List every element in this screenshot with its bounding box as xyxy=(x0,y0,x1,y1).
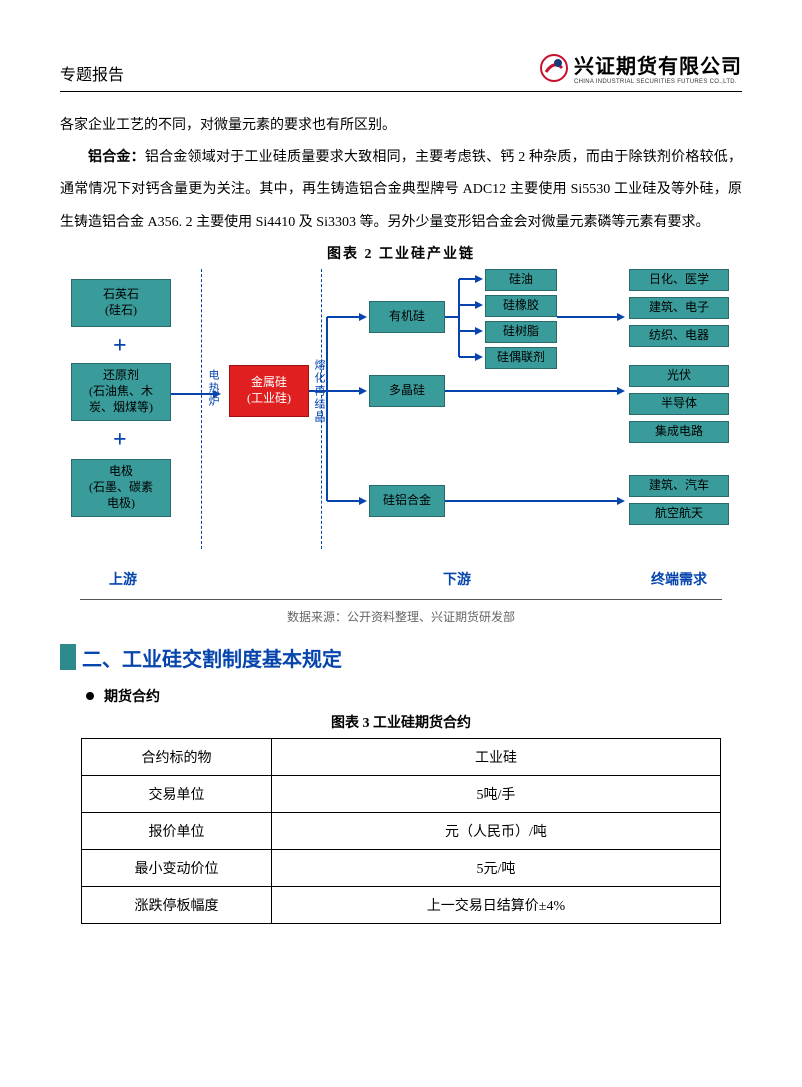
company-logo: 兴证期货有限公司 CHINA INDUSTRIAL SECURITIES FUT… xyxy=(540,50,742,85)
node-electrode: 电极 (石墨、碳素 电极) xyxy=(71,459,171,517)
table-cell: 上一交易日结算价±4% xyxy=(272,886,721,923)
table-cell: 元（人民币）/吨 xyxy=(272,812,721,849)
figure-2-source: 数据来源：公开资料整理、兴证期货研发部 xyxy=(80,599,722,625)
figure-2-title: 图表 2 工业硅产业链 xyxy=(60,243,742,263)
table-row: 交易单位5吨/手 xyxy=(82,775,721,812)
label-upstream: 上游 xyxy=(109,569,137,589)
divider-1 xyxy=(201,269,202,549)
arrow-poly-end xyxy=(445,385,627,405)
node-reductant: 还原剂 (石油焦、木 炭、烟煤等) xyxy=(71,363,171,421)
table-cell: 合约标的物 xyxy=(82,738,272,775)
vlabel-furnace: 电热炉 xyxy=(205,369,221,408)
node-si-al-alloy: 硅铝合金 xyxy=(369,485,445,517)
node-si-rubber: 硅橡胶 xyxy=(485,295,557,317)
table-row: 合约标的物工业硅 xyxy=(82,738,721,775)
body-text: 各家企业工艺的不同，对微量元素的要求也有所区别。 铝合金：铝合金领域对于工业硅质… xyxy=(60,110,742,239)
plus-icon-2: + xyxy=(113,427,127,454)
figure-3-title: 图表 3 工业硅期货合约 xyxy=(60,712,742,732)
node-metal-silicon: 金属硅 (工业硅) xyxy=(229,365,309,417)
table-row: 报价单位元（人民币）/吨 xyxy=(82,812,721,849)
para-1: 各家企业工艺的不同，对微量元素的要求也有所区别。 xyxy=(60,110,742,142)
table-cell: 交易单位 xyxy=(82,775,272,812)
report-type-label: 专题报告 xyxy=(60,61,124,85)
industry-chain-flowchart: 石英石 (硅石) + 还原剂 (石油焦、木 炭、烟煤等) + 电极 (石墨、碳素… xyxy=(61,269,741,589)
node-polysilicon: 多晶硅 xyxy=(369,375,445,407)
node-si-coupling: 硅偶联剂 xyxy=(485,347,557,369)
node-end-daily-med: 日化、医学 xyxy=(629,269,729,291)
bullet-dot-icon xyxy=(86,692,94,700)
node-end-aero: 航空航天 xyxy=(629,503,729,525)
section-bar-icon xyxy=(60,644,76,670)
bullet-contract: 期货合约 xyxy=(86,686,742,706)
table-cell: 最小变动价位 xyxy=(82,849,272,886)
arrow-organic-end xyxy=(557,309,627,329)
section-2-heading: 二、工业硅交割制度基本规定 xyxy=(82,643,342,672)
node-end-build-elec: 建筑、电子 xyxy=(629,297,729,319)
table-row: 最小变动价位5元/吨 xyxy=(82,849,721,886)
node-end-pv: 光伏 xyxy=(629,365,729,387)
logo-name-zh: 兴证期货有限公司 xyxy=(574,50,742,79)
table-cell: 报价单位 xyxy=(82,812,272,849)
node-quartz: 石英石 (硅石) xyxy=(71,279,171,327)
page-header: 专题报告 兴证期货有限公司 CHINA INDUSTRIAL SECURITIE… xyxy=(60,50,742,92)
table-cell: 工业硅 xyxy=(272,738,721,775)
bullet-contract-label: 期货合约 xyxy=(104,686,160,706)
arrow-alloy-end xyxy=(445,495,627,515)
section-2-heading-row: 二、工业硅交割制度基本规定 xyxy=(60,643,742,672)
table-row: 涨跌停板幅度上一交易日结算价±4% xyxy=(82,886,721,923)
node-end-semi: 半导体 xyxy=(629,393,729,415)
label-downstream: 下游 xyxy=(443,569,471,589)
logo-name-en: CHINA INDUSTRIAL SECURITIES FUTURES CO.,… xyxy=(574,79,737,85)
arrows-center-branches xyxy=(309,269,369,529)
table-cell: 5元/吨 xyxy=(272,849,721,886)
logo-icon xyxy=(540,54,568,82)
node-si-resin: 硅树脂 xyxy=(485,321,557,343)
para-2: 铝合金：铝合金领域对于工业硅质量要求大致相同，主要考虑铁、钙 2 种杂质，而由于… xyxy=(60,142,742,239)
node-si-oil: 硅油 xyxy=(485,269,557,291)
node-end-build-auto: 建筑、汽车 xyxy=(629,475,729,497)
node-end-ic: 集成电路 xyxy=(629,421,729,443)
table-cell: 5吨/手 xyxy=(272,775,721,812)
node-end-textile-app: 纺织、电器 xyxy=(629,325,729,347)
node-organic-si: 有机硅 xyxy=(369,301,445,333)
label-end-demand: 终端需求 xyxy=(651,569,707,589)
table-cell: 涨跌停板幅度 xyxy=(82,886,272,923)
contract-table: 合约标的物工业硅交易单位5吨/手报价单位元（人民币）/吨最小变动价位5元/吨涨跌… xyxy=(81,738,721,924)
plus-icon-1: + xyxy=(113,333,127,360)
